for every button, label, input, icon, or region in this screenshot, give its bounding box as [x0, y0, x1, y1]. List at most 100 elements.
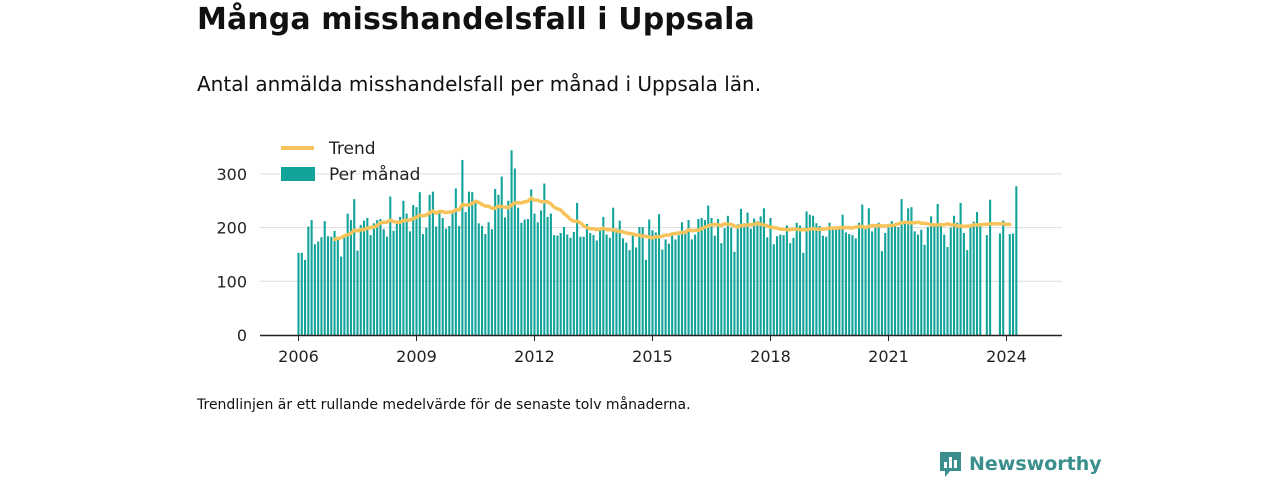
bar: [871, 231, 874, 335]
bar: [795, 222, 798, 335]
newsworthy-logo-icon: [940, 452, 961, 477]
bar: [854, 238, 857, 335]
bar: [297, 252, 300, 335]
bar: [320, 237, 323, 335]
bar: [798, 225, 802, 335]
bar: [733, 251, 736, 335]
bar: [930, 216, 933, 335]
bar: [877, 222, 880, 335]
bar: [602, 216, 605, 335]
bar: [933, 226, 936, 335]
bar: [726, 215, 729, 335]
bar: [536, 222, 539, 335]
bar: [464, 212, 467, 335]
bar: [523, 219, 526, 335]
bar: [503, 217, 507, 335]
bar: [363, 220, 366, 335]
x-tick-label: 2012: [514, 347, 555, 366]
brand-logo[interactable]: Newsworthy: [938, 450, 1102, 478]
bar: [490, 229, 493, 335]
bar: [687, 220, 690, 335]
bar: [897, 227, 900, 335]
bar: [477, 223, 480, 335]
bar: [569, 237, 572, 335]
bar: [340, 256, 343, 335]
bar: [333, 230, 336, 335]
bar: [776, 236, 779, 335]
bar: [815, 223, 818, 335]
bar: [956, 222, 959, 335]
bar: [766, 237, 769, 335]
bar: [720, 243, 723, 335]
bar: [595, 240, 598, 335]
bar: [326, 236, 330, 335]
bar: [1015, 186, 1018, 335]
bar: [953, 215, 956, 335]
bar: [900, 199, 903, 335]
bar: [579, 236, 582, 335]
bar: [661, 249, 664, 335]
bar: [592, 235, 595, 335]
bar: [349, 220, 352, 335]
bar: [680, 222, 684, 335]
bar: [336, 239, 339, 335]
bar: [510, 150, 513, 335]
bar: [369, 235, 372, 335]
bar: [789, 243, 792, 335]
bar: [425, 227, 428, 335]
bar: [526, 219, 529, 335]
bar: [920, 229, 923, 335]
bar: [785, 225, 788, 335]
bar: [910, 207, 913, 335]
bar: [707, 205, 710, 335]
bar: [710, 217, 713, 335]
bar: [500, 176, 503, 335]
bar: [553, 235, 556, 335]
bar: [887, 227, 890, 335]
bar: [359, 224, 362, 335]
bar: [310, 220, 313, 335]
bar: [746, 212, 749, 335]
bar: [556, 235, 559, 335]
bar: [317, 241, 320, 335]
bar: [671, 232, 674, 335]
bar: [444, 228, 448, 335]
bar: [497, 194, 500, 335]
bar: [546, 216, 549, 335]
bar: [962, 232, 965, 335]
bar: [762, 208, 765, 335]
bar: [923, 244, 926, 335]
bar: [612, 207, 615, 335]
bar: [743, 223, 746, 335]
bar: [949, 227, 952, 335]
bar: [831, 227, 834, 335]
bar: [484, 234, 487, 335]
x-tick-label: 2006: [278, 347, 319, 366]
bar: [313, 244, 316, 335]
bar: [867, 208, 870, 335]
bar: [946, 246, 949, 335]
bar: [812, 215, 815, 335]
legend-bars-label: Per månad: [329, 164, 420, 185]
bar: [549, 213, 552, 335]
trend-line: [332, 196, 1012, 242]
bar: [454, 188, 457, 335]
bar: [635, 247, 638, 335]
bar: [857, 222, 861, 335]
bar: [628, 250, 631, 335]
bar: [379, 219, 382, 335]
bar: [605, 234, 608, 335]
bar: [739, 208, 743, 335]
bar: [697, 219, 700, 335]
bar: [884, 232, 887, 335]
bar: [690, 239, 693, 335]
bar: [415, 207, 418, 335]
bar: [451, 210, 454, 335]
bar: [943, 234, 946, 335]
bar: [723, 228, 726, 335]
bar: [631, 235, 634, 335]
bar: [844, 232, 847, 335]
bar: [736, 224, 739, 335]
bar: [717, 219, 720, 335]
bar: [772, 244, 775, 335]
